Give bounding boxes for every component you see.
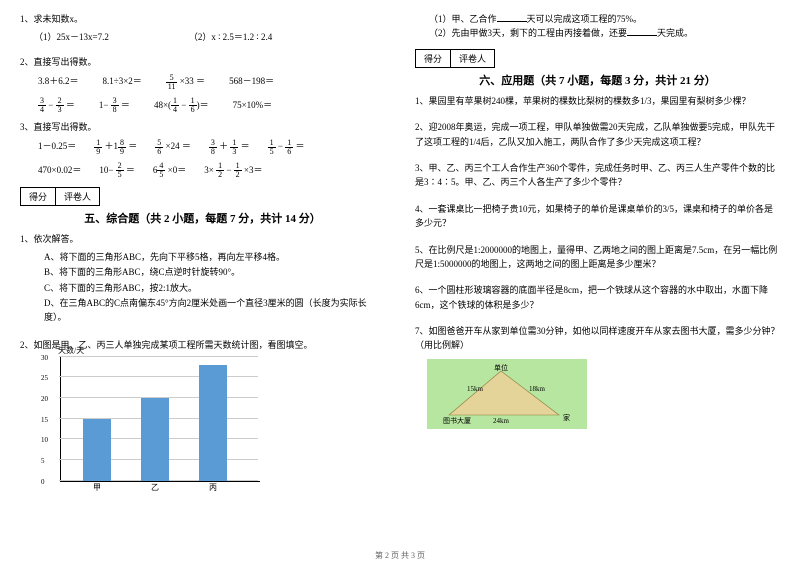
section5-title: 五、综合题（共 2 小题，每题 7 分，共计 14 分）: [20, 210, 385, 226]
cont-1a: （1）甲、乙合作天可以完成这项工程的75%。: [415, 12, 780, 26]
score-box-6: 得分 评卷人: [415, 49, 780, 68]
q2: 2、直接写出得数。 3.8＋6.2＝ 8.1÷3×2＝ 511 ×33 ＝ 56…: [20, 55, 385, 114]
page-footer: 第 2 页 共 3 页: [0, 550, 800, 561]
xlab-yi: 乙: [141, 482, 169, 495]
q2-row2: 34 − 23 ＝ 1− 38 ＝ 48×(14 − 16)＝ 75×10%＝: [20, 97, 385, 114]
q5-1-b: B、将下面的三角形ABC，绕C点逆时针旋转90°。: [44, 266, 385, 280]
aq2: 2、迎2008年奥运，完成一项工程，甲队单独做需20天完成，乙队单独做要5完成，…: [415, 120, 780, 149]
q2r2-4: 75×10%＝: [233, 97, 273, 114]
aq7: 7、如图爸爸开车从家到单位需30分钟，如他以同样速度开车从家去图书大厦，需多少分…: [415, 324, 780, 353]
marker-label-6: 评卷人: [451, 49, 495, 68]
q3r1-4: 38 ＋ 13 ＝: [209, 138, 250, 155]
score-label: 得分: [20, 187, 56, 206]
bar-chart: 天数/天 0 5 10 15 20 25 30 甲 乙 丙: [40, 357, 260, 497]
q3r1-2: 19 ＋189 ＝: [94, 138, 137, 155]
q5-1-d: D、在三角ABC的C点南偏东45°方向2厘米处画一个直径3厘米的圆（长度为实际长…: [44, 297, 385, 324]
bar-bing: [199, 365, 227, 481]
marker-label: 评卷人: [56, 187, 100, 206]
q3r2-2: 10− 25 ＝: [99, 162, 135, 179]
edge-bottom-label: 24km: [493, 417, 510, 425]
section6-title: 六、应用题（共 7 小题，每题 3 分，共计 21 分）: [415, 72, 780, 88]
q1-sub2: （2）x ∶ 2.5＝1.2 ∶ 2.4: [189, 30, 272, 44]
triangle-svg: 单位 图书大厦 家 15km 18km 24km: [431, 363, 583, 425]
q1-title: 1、求未知数x。: [20, 12, 385, 26]
q3r2-4: 3× 12 − 12 ×3＝: [204, 162, 262, 179]
q3: 3、直接写出得数。 1－0.25＝ 19 ＋189 ＝ 56 ×24 ＝ 38 …: [20, 120, 385, 179]
aq5: 5、在比例尺是1:2000000的地图上，量得甲、乙两地之间的图上距离是7.5c…: [415, 243, 780, 272]
aq4: 4、一套课桌比一把椅子贵10元，如果椅子的单价是课桌单价的3/5，课桌和椅子的单…: [415, 202, 780, 231]
aq1: 1、果园里有苹果树240棵，苹果树的棵数比梨树的棵数多1/3，果园里有梨树多少棵…: [415, 94, 780, 108]
xlab-jia: 甲: [83, 482, 111, 495]
q2-row1: 3.8＋6.2＝ 8.1÷3×2＝ 511 ×33 ＝ 568－198＝: [20, 73, 385, 90]
q2r1-4: 568－198＝: [229, 73, 274, 90]
node-right-label: 家: [563, 413, 570, 422]
q5-1-title: 1、依次解答。: [20, 232, 385, 246]
aq3: 3、甲、乙、丙三个工人合作生产360个零件，完成任务时甲、乙、丙三人生产零件个数…: [415, 161, 780, 190]
q2r1-2: 8.1÷3×2＝: [103, 73, 142, 90]
q2r2-1: 34 − 23 ＝: [38, 97, 75, 114]
q1-sub1: （1）25x－13x=7.2: [34, 30, 109, 44]
cont-1: （1）甲、乙合作天可以完成这项工程的75%。 （2）先由甲做3天，剩下的工程由丙…: [415, 12, 780, 41]
aq6: 6、一个圆柱形玻璃容器的底面半径是8cm，把一个铁球从这个容器的水中取出，水面下…: [415, 283, 780, 312]
q3r2-1: 470×0.02＝: [38, 162, 81, 179]
q3r2-3: 645 ×0＝: [153, 162, 186, 179]
score-label-6: 得分: [415, 49, 451, 68]
q3-row1: 1－0.25＝ 19 ＋189 ＝ 56 ×24 ＝ 38 ＋ 13 ＝ 15 …: [20, 138, 385, 155]
left-column: 1、求未知数x。 （1）25x－13x=7.2 （2）x ∶ 2.5＝1.2 ∶…: [20, 12, 385, 540]
q1: 1、求未知数x。 （1）25x－13x=7.2 （2）x ∶ 2.5＝1.2 ∶…: [20, 12, 385, 45]
node-left-label: 图书大厦: [443, 416, 471, 425]
edge-topright-label: 18km: [529, 385, 546, 393]
q3r1-1: 1－0.25＝: [38, 138, 76, 155]
q2r2-3: 48×(14 − 16)＝: [154, 97, 209, 114]
q3-title: 3、直接写出得数。: [20, 120, 385, 134]
right-column: （1）甲、乙合作天可以完成这项工程的75%。 （2）先由甲做3天，剩下的工程由丙…: [415, 12, 780, 540]
triangle-diagram: 单位 图书大厦 家 15km 18km 24km: [427, 359, 587, 429]
bar-jia: [83, 419, 111, 481]
q2-title: 2、直接写出得数。: [20, 55, 385, 69]
cont-1b: （2）先由甲做3天，剩下的工程由丙接着做，还要天完成。: [415, 26, 780, 40]
q3r1-5: 15 − 16 ＝: [268, 138, 305, 155]
q5-1-a: A、将下面的三角形ABC，先向下平移5格，再向左平移4格。: [44, 251, 385, 265]
q5-2: 2、如图是甲、乙、丙三人单独完成某项工程所需天数统计图，看图填空。 天数/天 0…: [20, 338, 385, 496]
bar-yi: [141, 398, 169, 481]
q2r1-3: 511 ×33 ＝: [166, 73, 205, 90]
chart-axes: 0 5 10 15 20 25 30 甲 乙 丙: [60, 357, 260, 482]
node-top-label: 单位: [494, 363, 508, 372]
q2r2-2: 1− 38 ＝: [99, 97, 130, 114]
xlab-bing: 丙: [199, 482, 227, 495]
q2r1-1: 3.8＋6.2＝: [38, 73, 79, 90]
q5-1-c: C、将下面的三角形ABC，按2:1放大。: [44, 282, 385, 296]
edge-topleft-label: 15km: [467, 385, 484, 393]
q3r1-3: 56 ×24 ＝: [155, 138, 191, 155]
score-box-5: 得分 评卷人: [20, 187, 385, 206]
q3-row2: 470×0.02＝ 10− 25 ＝ 645 ×0＝ 3× 12 − 12 ×3…: [20, 162, 385, 179]
q5-1: 1、依次解答。 A、将下面的三角形ABC，先向下平移5格，再向左平移4格。 B、…: [20, 232, 385, 324]
